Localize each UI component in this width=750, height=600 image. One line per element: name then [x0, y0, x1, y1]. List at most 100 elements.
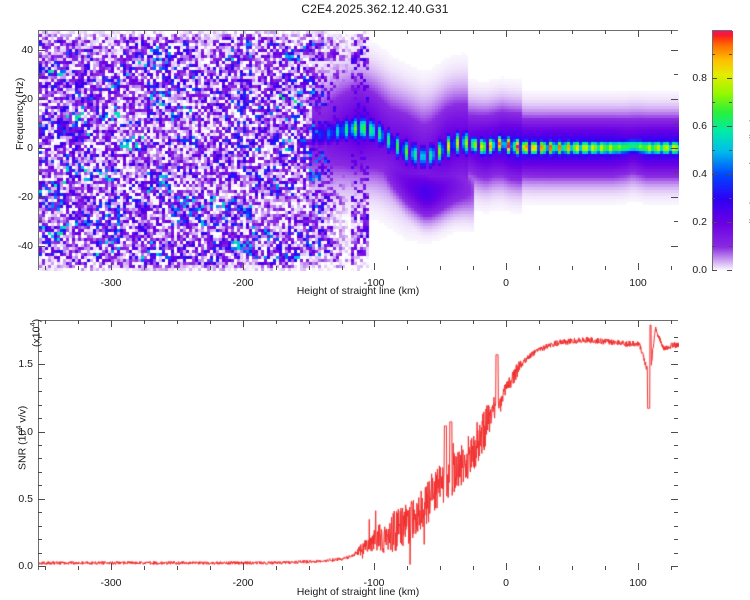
- tick-mark: [671, 320, 672, 324]
- tick-mark: [38, 337, 42, 338]
- tick-mark: [674, 539, 678, 540]
- tick-mark: [671, 364, 678, 365]
- tick-mark: [38, 539, 42, 540]
- tick-mark: [671, 432, 678, 433]
- snr-x-tick-label: -200: [232, 577, 254, 589]
- tick-mark: [342, 30, 343, 34]
- tick-mark: [440, 266, 441, 270]
- colorbar-canvas: [713, 31, 733, 271]
- tick-mark: [38, 432, 45, 433]
- tick-mark: [177, 320, 178, 324]
- tick-mark: [276, 320, 277, 324]
- tick-mark: [674, 405, 678, 406]
- tick-mark: [407, 266, 408, 270]
- tick-mark: [38, 405, 42, 406]
- tick-mark: [712, 102, 715, 103]
- figure-title: C2E4.2025.362.12.40.G31: [301, 2, 449, 16]
- tick-mark: [727, 222, 732, 223]
- tick-mark: [539, 566, 540, 570]
- tick-mark: [38, 74, 42, 75]
- tick-mark: [671, 148, 678, 149]
- tick-mark: [309, 320, 310, 324]
- tick-mark: [605, 320, 606, 324]
- tick-mark: [210, 320, 211, 324]
- tick-mark: [671, 50, 678, 51]
- snr-y-tick-label: 1.0: [18, 426, 33, 438]
- snr-plot-area: [38, 320, 679, 571]
- tick-mark: [712, 150, 715, 151]
- tick-mark: [38, 123, 42, 124]
- tick-mark: [177, 30, 178, 34]
- tick-mark: [727, 126, 732, 127]
- spectrogram-x-axis-title: Height of straight line (km): [296, 285, 420, 297]
- snr-y-tick-label: 1.5: [18, 358, 33, 370]
- snr-x-axis-title: Height of straight line (km): [296, 586, 420, 598]
- tick-mark: [712, 246, 715, 247]
- tick-mark: [243, 563, 244, 570]
- tick-mark: [144, 320, 145, 324]
- tick-mark: [539, 320, 540, 324]
- tick-mark: [38, 485, 42, 486]
- tick-mark: [38, 197, 45, 198]
- tick-mark: [572, 320, 573, 324]
- tick-mark: [144, 266, 145, 270]
- tick-mark: [342, 320, 343, 324]
- tick-mark: [729, 150, 732, 151]
- tick-mark: [210, 30, 211, 34]
- tick-mark: [674, 458, 678, 459]
- tick-mark: [605, 30, 606, 34]
- tick-mark: [674, 526, 678, 527]
- tick-mark: [440, 566, 441, 570]
- colorbar-tick-label: 0.6: [692, 120, 707, 132]
- tick-mark: [473, 320, 474, 324]
- spectrogram-y-tick-label: 0: [27, 142, 33, 154]
- tick-mark: [674, 553, 678, 554]
- tick-mark: [729, 102, 732, 103]
- tick-mark: [674, 74, 678, 75]
- spectrogram-x-tick-label: -100: [363, 277, 385, 289]
- tick-mark: [671, 266, 672, 270]
- tick-mark: [671, 566, 678, 567]
- snr-exponent-label: (x104): [28, 319, 43, 347]
- tick-mark: [243, 320, 244, 327]
- tick-mark: [38, 172, 42, 173]
- tick-mark: [674, 172, 678, 173]
- tick-mark: [38, 458, 42, 459]
- tick-mark: [210, 566, 211, 570]
- tick-mark: [38, 378, 42, 379]
- tick-mark: [712, 222, 717, 223]
- snr-exponent-label-tail: ): [30, 318, 43, 323]
- colorbar-tick-label: 0.8: [692, 72, 707, 84]
- snr-canvas: [39, 321, 679, 571]
- tick-mark: [671, 566, 672, 570]
- tick-mark: [243, 263, 244, 270]
- tick-mark: [572, 566, 573, 570]
- tick-mark: [440, 30, 441, 34]
- snr-y-axis-title-exponent: 4: [14, 425, 23, 430]
- colorbar-tick-label: 0.2: [692, 216, 707, 228]
- tick-mark: [671, 30, 672, 34]
- tick-mark: [45, 320, 46, 324]
- tick-mark: [38, 246, 45, 247]
- tick-mark: [276, 266, 277, 270]
- spectrogram-y-tick-label: -20: [17, 191, 33, 203]
- tick-mark: [111, 320, 112, 327]
- tick-mark: [506, 563, 507, 570]
- tick-mark: [712, 54, 715, 55]
- tick-mark: [727, 270, 732, 271]
- tick-mark: [374, 263, 375, 270]
- tick-mark: [309, 30, 310, 34]
- tick-mark: [374, 30, 375, 37]
- spectrogram-x-tick-label: 0: [503, 277, 509, 289]
- tick-mark: [342, 266, 343, 270]
- tick-mark: [671, 99, 678, 100]
- tick-mark: [38, 364, 45, 365]
- tick-mark: [38, 499, 45, 500]
- tick-mark: [177, 566, 178, 570]
- tick-mark: [45, 566, 46, 570]
- snr-exponent-label-main: (x10: [30, 326, 43, 347]
- tick-mark: [572, 266, 573, 270]
- tick-mark: [45, 266, 46, 270]
- tick-mark: [38, 148, 45, 149]
